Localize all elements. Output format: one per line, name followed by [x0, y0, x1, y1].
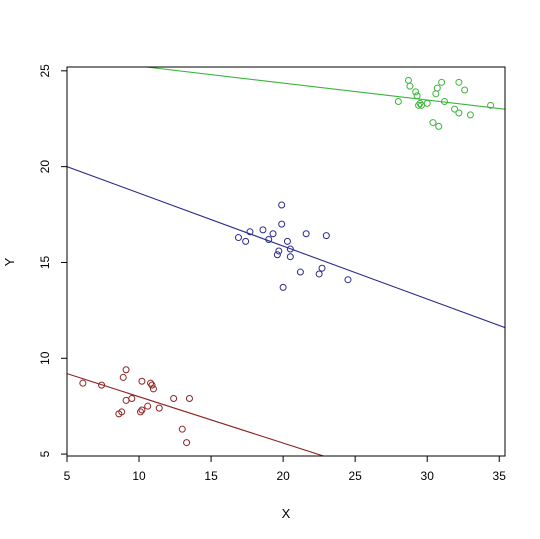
x-tick-label: 30 — [421, 469, 435, 483]
data-point — [318, 264, 326, 272]
fit-line-3 — [146, 67, 505, 110]
data-point — [466, 111, 474, 119]
data-point — [149, 385, 157, 393]
data-point — [273, 251, 281, 259]
data-point — [322, 232, 330, 240]
data-point — [183, 439, 191, 447]
data-point — [234, 234, 242, 242]
data-point — [415, 101, 423, 109]
data-point — [455, 109, 463, 117]
data-point — [412, 88, 420, 96]
data-point — [432, 90, 440, 98]
y-axis-label: Y — [2, 257, 17, 266]
data-point — [440, 97, 448, 105]
fit-line-1 — [67, 373, 324, 456]
data-point — [435, 122, 443, 130]
data-point — [144, 402, 152, 410]
x-tick-label: 20 — [276, 469, 290, 483]
data-point — [278, 201, 286, 209]
data-point — [138, 377, 146, 385]
data-point — [433, 84, 441, 92]
data-point — [344, 276, 352, 284]
data-point — [259, 226, 267, 234]
data-point — [185, 395, 193, 403]
data-point — [98, 381, 106, 389]
data-point — [406, 82, 414, 90]
data-point — [119, 373, 127, 381]
x-tick-label: 15 — [204, 469, 218, 483]
data-point — [455, 78, 463, 86]
data-point — [136, 408, 144, 416]
data-point — [178, 425, 186, 433]
data-point — [286, 245, 294, 253]
y-tick-label: 20 — [38, 160, 52, 174]
plot-frame — [66, 66, 506, 457]
x-tick-label: 25 — [348, 469, 362, 483]
data-point — [148, 381, 156, 389]
data-point — [122, 396, 130, 404]
data-point — [269, 230, 277, 238]
data-point — [242, 237, 250, 245]
x-axis-label: X — [282, 506, 291, 521]
x-tick-label: 10 — [132, 469, 146, 483]
data-point — [128, 395, 136, 403]
data-point — [286, 253, 294, 261]
plot-area — [67, 67, 505, 456]
data-point — [487, 101, 495, 109]
data-point — [138, 406, 146, 414]
data-point — [265, 235, 273, 243]
data-point — [296, 268, 304, 276]
data-point — [413, 92, 421, 100]
data-point — [147, 379, 155, 387]
data-point — [429, 119, 437, 127]
x-tick-label: 35 — [493, 469, 507, 483]
data-point — [279, 283, 287, 291]
data-point — [302, 230, 310, 238]
data-point — [283, 237, 291, 245]
x-axis: 5 10 15 20 25 30 35 — [64, 456, 507, 483]
data-point — [423, 99, 431, 107]
data-point — [122, 366, 130, 374]
data-point — [155, 404, 163, 412]
data-point — [451, 105, 459, 113]
data-point — [315, 270, 323, 278]
data-point — [394, 97, 402, 105]
data-point — [438, 78, 446, 86]
y-axis: 5 10 15 20 25 — [38, 64, 67, 457]
y-tick-label: 25 — [38, 64, 52, 78]
data-point — [79, 379, 87, 387]
data-point — [404, 76, 412, 84]
data-point — [246, 228, 254, 236]
x-tick-label: 5 — [64, 469, 71, 483]
data-point — [416, 99, 424, 107]
data-point — [118, 408, 126, 416]
y-tick-label: 10 — [38, 351, 52, 365]
y-tick-label: 5 — [38, 450, 52, 457]
fit-line-2 — [67, 166, 505, 329]
data-point — [275, 247, 283, 255]
data-point — [278, 220, 286, 228]
data-point — [461, 86, 469, 94]
data-point — [170, 395, 178, 403]
y-tick-label: 15 — [38, 255, 52, 269]
